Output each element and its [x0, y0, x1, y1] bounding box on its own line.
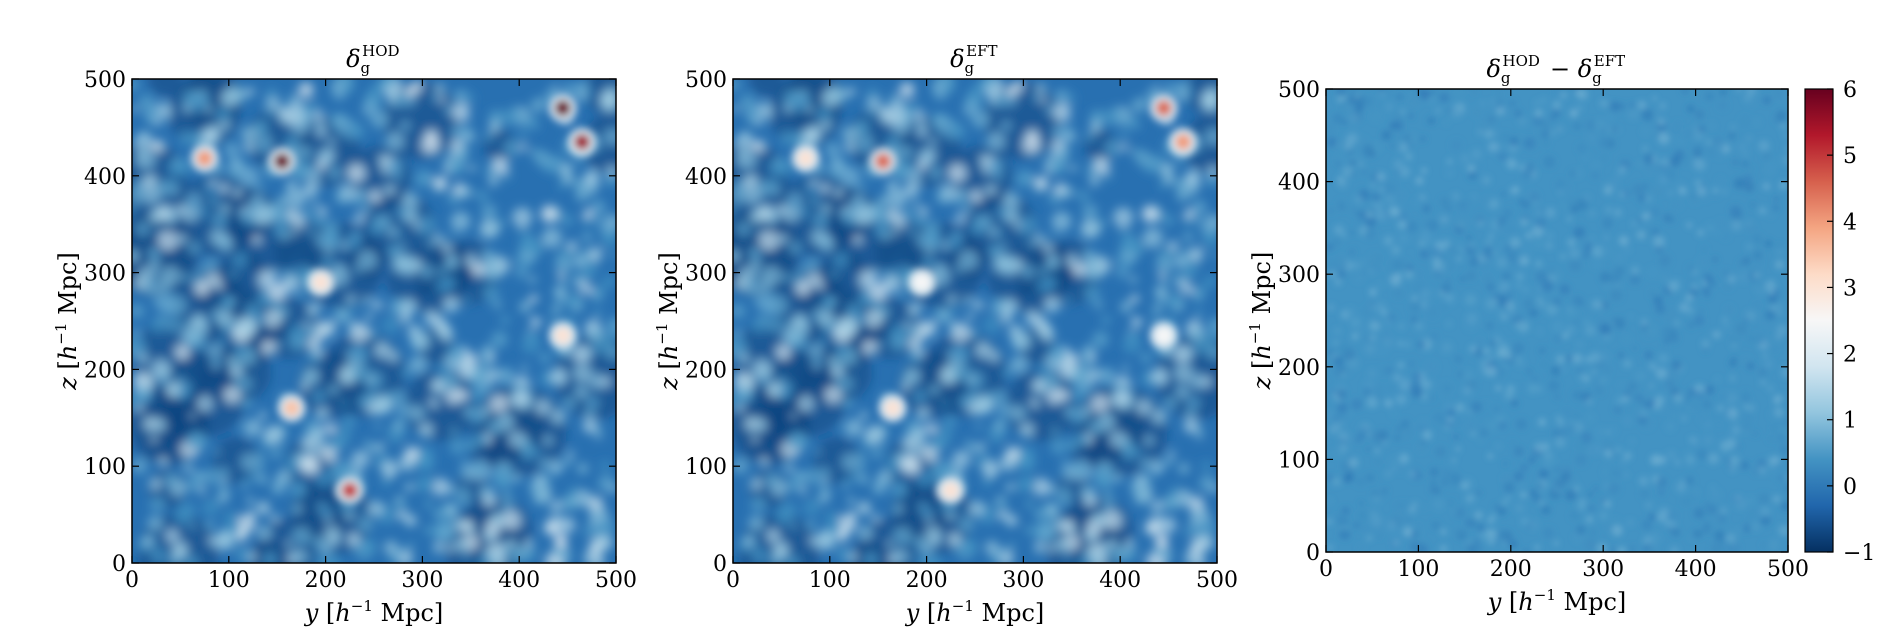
y-tick-label: 200	[1278, 356, 1320, 381]
x-tick-label: 500	[595, 568, 637, 593]
density-peak	[1175, 133, 1192, 150]
colorbar-tick-label: 1	[1843, 409, 1857, 434]
heatmap-field	[1326, 89, 1788, 552]
heatmap-field	[132, 79, 616, 563]
x-tick-label: 500	[1767, 557, 1809, 582]
y-tick-label: 0	[713, 552, 727, 577]
panel-left: 0 100 200 300 400 500 0 100 200 300 400 500 y [h−1 M…	[52, 42, 637, 627]
y-tick-label: 0	[112, 552, 126, 577]
colorbar-tick-label: 4	[1843, 210, 1857, 235]
colorbar-tick-label: 0	[1843, 475, 1857, 500]
y-tick-label: 300	[685, 262, 727, 287]
density-peak	[196, 150, 213, 167]
x-tick-label: 400	[1675, 557, 1717, 582]
density-peak	[884, 400, 901, 417]
x-tick-label: 400	[498, 568, 540, 593]
colorbar-tick-label: −1	[1843, 541, 1875, 566]
x-tick-label: 0	[726, 568, 740, 593]
y-tick-label: 500	[84, 68, 126, 93]
x-tick-label: 200	[1490, 557, 1532, 582]
axes-frame	[131, 78, 617, 564]
density-peak	[312, 274, 329, 291]
x-axis-label: y [h−1 Mpc]	[304, 597, 444, 627]
y-axis-label: z [h−1 Mpc]	[1246, 252, 1276, 391]
panel-title: δgHOD − δgEFT	[1486, 52, 1627, 87]
y-tick-label: 400	[84, 165, 126, 190]
ticks: 0 100 200 300 400 500 0 100 200 300 400 500	[84, 68, 637, 593]
x-tick-label: 100	[809, 568, 851, 593]
y-tick-label: 200	[84, 358, 126, 383]
panel-right: 0 100 200 300 400 500 0 100 200 300 400 500 y [h−1 M…	[1246, 52, 1809, 616]
y-tick-label: 300	[1278, 263, 1320, 288]
density-peak	[274, 153, 291, 170]
density-peak	[875, 153, 892, 170]
x-tick-label: 300	[401, 568, 443, 593]
panel-title: δgEFT	[950, 42, 1000, 77]
y-tick-label: 400	[685, 165, 727, 190]
x-tick-label: 100	[1397, 557, 1439, 582]
y-axis-label: z [h−1 Mpc]	[52, 252, 82, 391]
ticks: 0 100 200 300 400 500 0 100 200 300 400 500	[685, 68, 1238, 593]
heatmap-field	[733, 79, 1217, 563]
y-tick-label: 400	[1278, 171, 1320, 196]
axes-frame	[732, 78, 1218, 564]
density-peak	[574, 133, 591, 150]
colorbar-tick-label: 6	[1843, 78, 1857, 103]
x-tick-label: 200	[305, 568, 347, 593]
density-peak	[283, 400, 300, 417]
x-tick-label: 500	[1196, 568, 1238, 593]
colorbar-tick-label: 2	[1843, 343, 1857, 368]
y-tick-label: 0	[1306, 541, 1320, 566]
x-tick-label: 0	[125, 568, 139, 593]
density-peak	[554, 327, 571, 344]
y-tick-label: 100	[1278, 448, 1320, 473]
density-peak	[341, 482, 358, 499]
axes-frame	[1325, 88, 1789, 553]
x-axis-label: y [h−1 Mpc]	[1487, 586, 1627, 616]
y-tick-label: 100	[685, 455, 727, 480]
colorbar-tick-label: 5	[1843, 144, 1857, 169]
panel-title: δgHOD	[346, 42, 402, 77]
x-tick-label: 400	[1099, 568, 1141, 593]
ticks: 0 100 200 300 400 500 0 100 200 300 400 500	[1278, 78, 1809, 582]
y-tick-label: 500	[685, 68, 727, 93]
x-tick-label: 300	[1582, 557, 1624, 582]
density-peak	[797, 150, 814, 167]
x-tick-label: 100	[208, 568, 250, 593]
density-peak	[942, 482, 959, 499]
colorbar-gradient	[1804, 88, 1834, 553]
y-tick-label: 100	[84, 455, 126, 480]
density-peak	[554, 100, 571, 117]
x-tick-label: 200	[906, 568, 948, 593]
panel-middle: 0 100 200 300 400 500 0 100 200 300 400 500 y [h−1 M…	[653, 42, 1238, 627]
colorbar: −1 0 1 2 3 4 5 6	[1804, 78, 1875, 566]
density-peak	[1155, 100, 1172, 117]
y-axis-label: z [h−1 Mpc]	[653, 252, 683, 391]
colorbar-tick-label: 3	[1843, 276, 1857, 301]
x-tick-label: 300	[1002, 568, 1044, 593]
y-tick-label: 500	[1278, 78, 1320, 103]
x-axis-label: y [h−1 Mpc]	[905, 597, 1045, 627]
density-peak	[913, 274, 930, 291]
y-tick-label: 200	[685, 358, 727, 383]
x-tick-label: 0	[1319, 557, 1333, 582]
y-tick-label: 300	[84, 262, 126, 287]
density-peak	[1155, 327, 1172, 344]
